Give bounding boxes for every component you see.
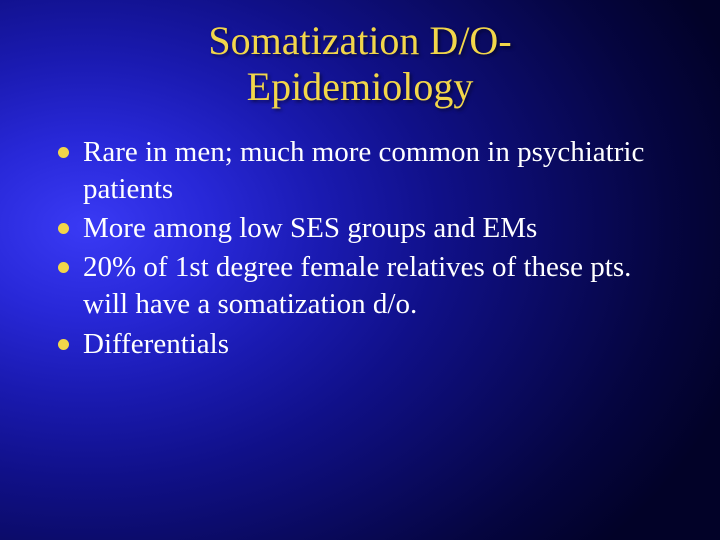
bullet-text: 20% of 1st degree female relatives of th… (83, 249, 672, 323)
bullet-icon (58, 147, 69, 158)
slide-title: Somatization D/O- Epidemiology (0, 0, 720, 110)
title-line-2: Epidemiology (0, 64, 720, 110)
list-item: Differentials (58, 326, 672, 363)
list-item: 20% of 1st degree female relatives of th… (58, 249, 672, 323)
slide: Somatization D/O- Epidemiology Rare in m… (0, 0, 720, 540)
list-item: More among low SES groups and EMs (58, 210, 672, 247)
bullet-text: Rare in men; much more common in psychia… (83, 134, 672, 208)
bullet-icon (58, 339, 69, 350)
list-item: Rare in men; much more common in psychia… (58, 134, 672, 208)
bullet-text: More among low SES groups and EMs (83, 210, 672, 247)
bullet-icon (58, 262, 69, 273)
bullet-text: Differentials (83, 326, 672, 363)
bullet-icon (58, 223, 69, 234)
slide-body: Rare in men; much more common in psychia… (0, 110, 720, 363)
title-line-1: Somatization D/O- (0, 18, 720, 64)
